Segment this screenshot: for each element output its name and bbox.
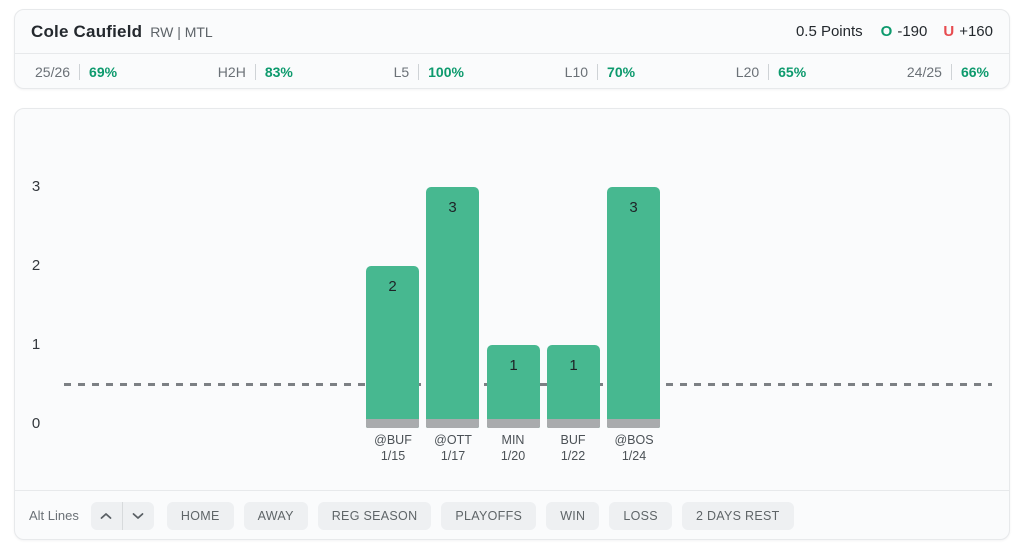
player-position-team: RW | MTL [150, 23, 213, 40]
over-odds: O -190 [881, 23, 928, 40]
under-odds-value: +160 [959, 23, 993, 40]
x-axis-label-game-2: @OTT 1/17 [434, 433, 472, 463]
bar-value-label: 1 [509, 357, 518, 374]
bar-value-label: 1 [569, 357, 578, 374]
player-header-row: Cole Caufield RW | MTL 0.5 Points O -190… [15, 10, 1009, 53]
bar-value-label: 2 [388, 278, 397, 295]
chevron-up-icon [100, 512, 112, 519]
player-header-card: Cole Caufield RW | MTL 0.5 Points O -190… [14, 9, 1010, 89]
x-axis-label-game-3: MIN 1/20 [500, 433, 526, 463]
chevron-down-icon [132, 512, 144, 519]
x-axis-label-game-5: @BOS 1/24 [614, 433, 654, 463]
bar-game-5: 3 [607, 187, 660, 428]
stat-season-current: 25/26 69% [35, 63, 118, 80]
prop-line-label: 0.5 Points [795, 23, 863, 40]
bar-value-label: 3 [448, 199, 457, 216]
filter-button-loss[interactable]: LOSS [609, 501, 672, 530]
stat-l5: L5 100% [393, 63, 464, 80]
filter-button-home[interactable]: HOME [166, 501, 234, 530]
player-name: Cole Caufield [31, 21, 143, 41]
alt-lines-stepper [90, 501, 154, 530]
hit-rate-stats-row: 25/26 69% H2H 83% L5 100% L10 70% L20 65… [15, 54, 1009, 89]
bar-base-strip [607, 419, 660, 428]
stepper-separator [121, 501, 123, 530]
y-axis-tick: 2 [31, 257, 41, 274]
bar-base-strip [487, 419, 540, 428]
game-log-chart-card: 3 2 1 0 2 3 1 1 3 @BUF 1/15 @OTT [14, 108, 1010, 540]
bar-game-1: 2 [366, 266, 419, 428]
under-indicator: U [943, 23, 955, 40]
over-odds-value: -190 [897, 23, 928, 40]
bar-base-strip [547, 419, 600, 428]
y-axis-tick: 3 [31, 178, 41, 195]
stat-season-previous: 24/25 66% [906, 63, 989, 80]
bar-value-label: 3 [629, 199, 638, 216]
filter-row: Alt Lines HOME AWAY REG SEASON PLAYOFFS … [15, 491, 1009, 540]
under-odds: U +160 [943, 23, 993, 40]
alt-line-up-button[interactable] [91, 502, 122, 530]
bar-base-strip [366, 419, 419, 428]
x-axis-label-game-1: @BUF 1/15 [374, 433, 412, 463]
y-axis-tick: 1 [31, 336, 41, 353]
bar-game-2: 3 [426, 187, 479, 428]
y-axis-tick: 0 [31, 415, 41, 432]
filter-button-away[interactable]: AWAY [243, 501, 308, 530]
alt-line-down-button[interactable] [123, 502, 154, 530]
bar-chart: 3 2 1 0 2 3 1 1 3 @BUF 1/15 @OTT [15, 109, 1009, 490]
bar-game-4: 1 [547, 345, 600, 428]
alt-lines-label: Alt Lines [29, 508, 79, 523]
header-divider [15, 53, 1009, 54]
filter-button-win[interactable]: WIN [546, 501, 600, 530]
x-axis-label-game-4: BUF 1/22 [560, 433, 586, 463]
filter-button-playoffs[interactable]: PLAYOFFS [441, 501, 537, 530]
filter-row-divider [15, 490, 1009, 491]
stat-h2h: H2H 83% [217, 63, 293, 80]
over-indicator: O [880, 23, 893, 40]
bar-game-3: 1 [487, 345, 540, 428]
stat-l10: L10 70% [564, 63, 636, 80]
stat-l20: L20 65% [735, 63, 807, 80]
filter-button-2-days-rest[interactable]: 2 DAYS REST [681, 501, 794, 530]
bar-base-strip [426, 419, 479, 428]
filter-button-reg-season[interactable]: REG SEASON [317, 501, 432, 530]
